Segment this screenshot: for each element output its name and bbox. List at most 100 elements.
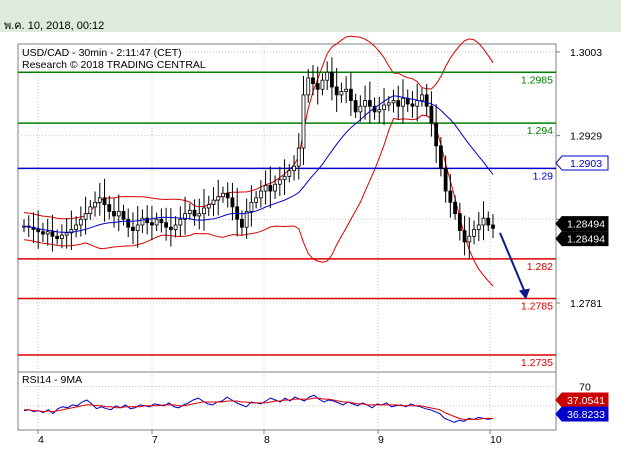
level-label: 1.2785 <box>521 300 553 312</box>
candle-body <box>462 230 467 243</box>
candle-body <box>202 207 206 215</box>
candle-body <box>296 147 301 167</box>
candlesticks <box>22 57 495 260</box>
price-marker-last-box <box>555 231 609 247</box>
candle-body <box>263 184 268 192</box>
rsi-panel-frame <box>17 371 557 431</box>
candle-body <box>396 100 401 107</box>
x-tick-label: 8 <box>264 434 270 446</box>
x-tick-label: 7 <box>152 434 158 446</box>
candle-body <box>424 94 429 107</box>
price-marker-level-label: 1.2903 <box>570 158 602 170</box>
candle-body <box>55 235 60 239</box>
candle-body <box>377 109 382 113</box>
candle-body <box>476 224 481 230</box>
candle-body <box>88 206 93 215</box>
candle-body <box>244 210 249 228</box>
candle-body <box>330 71 334 88</box>
level-label: 1.2985 <box>521 74 553 86</box>
rsi-marker-ma-box <box>555 392 609 408</box>
candle-body <box>78 218 83 226</box>
price-marker-current-box <box>555 216 609 232</box>
candle-body <box>159 218 164 224</box>
candle-body <box>45 231 50 235</box>
candle-body <box>292 165 296 172</box>
candle-body <box>225 192 230 199</box>
candle-body <box>221 192 225 198</box>
candle-body <box>325 71 330 81</box>
candle-body <box>121 210 126 220</box>
candle-body <box>178 218 183 226</box>
forecast-arrow <box>499 232 530 300</box>
bollinger-upper <box>23 35 494 220</box>
candle-body <box>206 204 211 209</box>
candle-body <box>69 229 74 234</box>
candle-body <box>401 97 405 107</box>
candle-body <box>112 210 116 217</box>
x-tick-label: 4 <box>38 434 44 446</box>
rsi-y-tick-label: 70 <box>579 382 591 394</box>
level-lines: 1.2985 1.294 1.29 1.282 1.2785 1.2735 <box>18 71 556 369</box>
candle-body <box>83 213 88 220</box>
candle-body <box>348 88 353 101</box>
candle-body <box>74 224 79 230</box>
candle-body <box>339 91 344 96</box>
top-strip <box>0 0 621 32</box>
rsi-9ma-line <box>24 397 493 420</box>
bollinger-bands <box>23 35 494 287</box>
candle-body <box>64 232 69 236</box>
candle-body <box>311 77 315 84</box>
candle-body <box>50 231 55 237</box>
candle-body <box>306 77 311 96</box>
candle-body <box>131 226 135 232</box>
candle-body <box>164 222 169 228</box>
x-tick-label: 9 <box>378 434 384 446</box>
candle-body <box>135 224 140 232</box>
candle-body <box>481 217 486 226</box>
candle-body <box>434 122 439 147</box>
x-tick-label: 10 <box>490 434 502 446</box>
price-marker-current-label: 1.28494 <box>567 219 605 231</box>
candle-body <box>240 218 244 228</box>
price-markers: 1.2903 1.28494 1.28494 37.0541 36.8233 <box>555 155 609 422</box>
candle-body <box>126 218 131 228</box>
rsi-lines <box>23 394 494 423</box>
candle-body <box>382 104 386 110</box>
candle-body <box>334 86 339 96</box>
candle-body <box>183 213 187 220</box>
candle-body <box>273 183 277 192</box>
candle-body <box>405 97 410 105</box>
candle-body <box>36 229 41 233</box>
chart-title: USD/CAD - 30min - 2:11:47 (CET) <box>22 47 182 59</box>
candle-body <box>254 197 259 203</box>
candle-body <box>41 231 45 235</box>
y-tick-label: 1.3003 <box>570 47 602 59</box>
candle-body <box>249 201 254 212</box>
timestamp: พ.ค. 10, 2018, 00:12 <box>4 20 104 32</box>
candle-body <box>320 79 325 90</box>
candle-body <box>197 213 202 217</box>
candle-body <box>472 229 476 237</box>
rsi-title: RSI14 - 9MA <box>22 374 82 386</box>
level-label: 1.2735 <box>521 357 553 369</box>
candle-body <box>443 168 448 192</box>
candle-body <box>150 222 154 226</box>
price-marker-level-box <box>555 155 609 171</box>
x-axis-ticks: 4 7 8 9 10 <box>37 430 502 446</box>
candle-body <box>448 190 453 203</box>
candle-body <box>344 88 349 92</box>
candle-body <box>386 102 391 106</box>
candle-body <box>268 184 273 192</box>
rsi-marker-rsi-label: 36.8233 <box>567 409 605 421</box>
rsi-marker-ma-label: 37.0541 <box>567 395 605 407</box>
candle-body <box>367 100 372 107</box>
candle-body <box>107 204 112 212</box>
y-tick-label: 1.2929 <box>570 131 602 143</box>
candle-body <box>315 83 320 90</box>
bollinger-lower <box>23 114 494 287</box>
moving-average <box>23 95 494 233</box>
candle-body <box>287 170 292 177</box>
main-panel-frame <box>17 43 557 373</box>
candle-body <box>93 201 97 208</box>
rsi-marker-rsi-box <box>555 406 609 422</box>
